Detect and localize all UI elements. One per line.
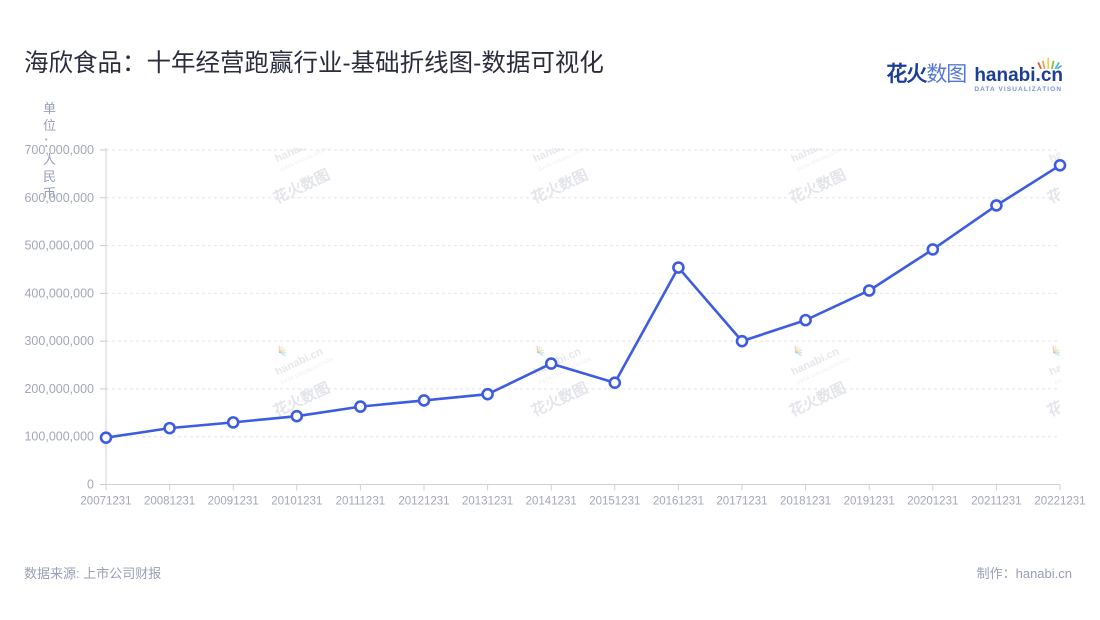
svg-text:300,000,000: 300,000,000 xyxy=(24,334,94,348)
svg-text:20181231: 20181231 xyxy=(780,496,831,508)
svg-text:20101231: 20101231 xyxy=(271,496,322,508)
svg-text:200,000,000: 200,000,000 xyxy=(24,382,94,396)
svg-text:20091231: 20091231 xyxy=(208,496,259,508)
svg-text:20171231: 20171231 xyxy=(716,496,767,508)
svg-text:20121231: 20121231 xyxy=(398,496,449,508)
svg-text:20221231: 20221231 xyxy=(1034,496,1085,508)
svg-text:700,000,000: 700,000,000 xyxy=(24,143,94,157)
svg-text:0: 0 xyxy=(87,478,94,492)
svg-text:20211231: 20211231 xyxy=(971,496,1021,508)
svg-text:100,000,000: 100,000,000 xyxy=(24,430,94,444)
svg-text:20161231: 20161231 xyxy=(653,496,704,508)
svg-text:400,000,000: 400,000,000 xyxy=(24,286,94,300)
svg-text:600,000,000: 600,000,000 xyxy=(24,191,94,205)
svg-text:20131231: 20131231 xyxy=(462,496,513,508)
svg-text:20141231: 20141231 xyxy=(526,496,577,508)
svg-text:20111231: 20111231 xyxy=(336,496,385,508)
svg-text:20201231: 20201231 xyxy=(907,496,958,508)
svg-text:20071231: 20071231 xyxy=(80,496,131,508)
svg-text:500,000,000: 500,000,000 xyxy=(24,239,94,253)
svg-text:20151231: 20151231 xyxy=(589,496,640,508)
svg-text:20191231: 20191231 xyxy=(844,496,895,508)
svg-text:20081231: 20081231 xyxy=(144,496,195,508)
